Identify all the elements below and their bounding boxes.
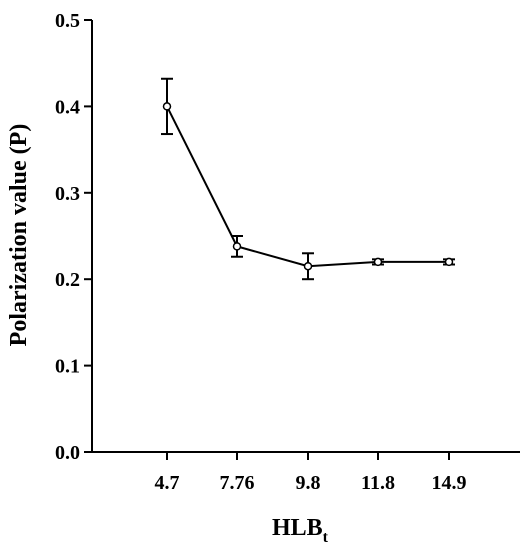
y-tick-label: 0.4 — [55, 96, 80, 118]
data-series — [161, 77, 455, 281]
data-point — [232, 242, 242, 251]
x-tick-label: 9.8 — [296, 472, 321, 494]
x-tick-label: 7.76 — [220, 472, 255, 494]
y-tick-label: 0.1 — [55, 356, 80, 378]
x-axis-ticks: 4.7 7.76 9.8 11.8 14.9 — [155, 452, 467, 494]
y-axis-title: Polarization value (P) — [6, 124, 32, 347]
x-tick-label: 14.9 — [432, 472, 467, 494]
y-tick-label: 0.3 — [55, 183, 80, 205]
x-tick-label: 4.7 — [155, 472, 180, 494]
y-tick-label: 0.0 — [55, 442, 80, 464]
y-axis-ticks: 0.0 0.1 0.2 0.3 0.4 0.5 — [55, 10, 92, 464]
x-axis-title-main: HLB — [272, 515, 323, 541]
data-point — [303, 261, 313, 271]
data-point — [162, 102, 172, 111]
series-line — [166, 105, 449, 268]
axes — [91, 20, 520, 453]
y-tick-label: 0.2 — [55, 269, 80, 291]
y-tick-label: 0.5 — [55, 10, 80, 32]
data-point — [373, 257, 383, 267]
x-axis-title-subscript: t — [323, 529, 329, 546]
x-axis-title: HLBt — [272, 515, 329, 546]
x-tick-label: 11.8 — [361, 472, 395, 494]
data-point — [444, 257, 454, 267]
